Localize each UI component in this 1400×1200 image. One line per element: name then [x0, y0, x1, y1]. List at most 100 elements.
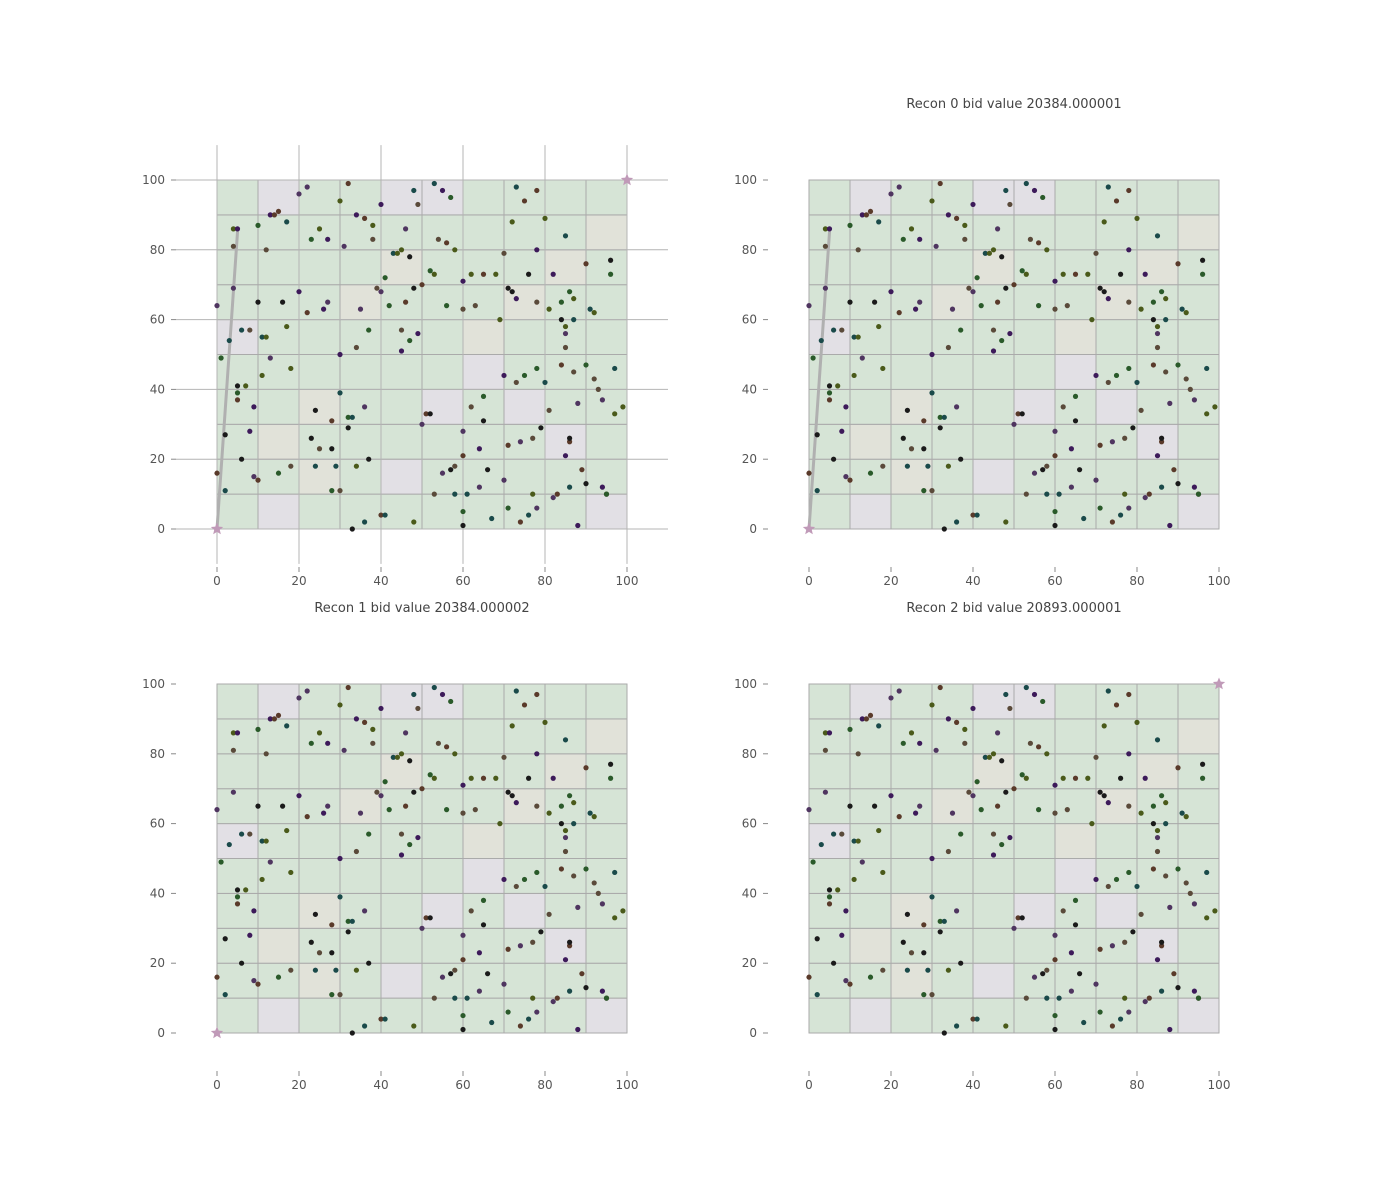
x-tick-label: 60 — [1047, 1078, 1062, 1092]
data-point — [1068, 950, 1074, 956]
data-point — [859, 212, 865, 218]
data-point — [415, 705, 421, 712]
data-point — [1159, 289, 1165, 295]
grid-cell — [585, 718, 628, 755]
grid-cell — [216, 718, 259, 755]
panel-2: Recon 1 bid value 20384.000002 0 20 40 60 80 1… — [142, 601, 638, 1092]
data-point — [431, 271, 437, 277]
data-point — [990, 831, 997, 837]
data-point — [1105, 688, 1111, 694]
data-point — [214, 807, 220, 813]
data-point — [1060, 404, 1066, 410]
data-point — [562, 344, 569, 351]
data-point — [312, 911, 318, 917]
data-point — [460, 782, 466, 788]
data-point — [818, 337, 824, 344]
data-point — [1023, 271, 1029, 277]
data-point — [329, 488, 335, 494]
data-point — [1167, 904, 1173, 910]
data-point — [1142, 775, 1148, 781]
data-point — [933, 243, 939, 249]
grid-cell — [216, 319, 259, 356]
data-point — [1175, 765, 1181, 771]
data-point — [534, 869, 540, 876]
data-point — [259, 876, 265, 883]
grid-cell — [1095, 927, 1138, 964]
start-star-icon — [210, 1026, 224, 1039]
grid-cell — [849, 753, 892, 790]
data-point — [251, 404, 257, 410]
data-point — [575, 400, 581, 406]
data-point — [1072, 775, 1079, 781]
grid-cell — [931, 962, 974, 999]
data-point — [1089, 821, 1095, 827]
data-point — [599, 397, 606, 403]
data-point — [497, 317, 503, 323]
data-point — [464, 995, 470, 1001]
data-point — [826, 887, 833, 893]
data-point — [982, 754, 988, 760]
data-point — [1052, 782, 1058, 788]
data-point — [835, 887, 841, 893]
data-point — [550, 998, 556, 1005]
grid-cell — [462, 753, 505, 790]
data-point — [583, 866, 589, 872]
grid-cell — [1095, 214, 1138, 251]
data-point — [460, 508, 466, 515]
grid-cell — [1013, 997, 1056, 1034]
grid-cell — [380, 788, 423, 825]
data-point — [904, 463, 911, 469]
data-point — [1052, 278, 1058, 284]
grid-cell — [972, 962, 1015, 999]
grid-cell — [585, 997, 628, 1034]
grid-cell — [931, 997, 974, 1034]
data-point — [267, 716, 273, 722]
data-point — [304, 184, 310, 190]
grid-cell — [1177, 962, 1220, 999]
data-point — [917, 803, 923, 809]
grid-cell — [462, 683, 505, 720]
data-point — [925, 967, 931, 973]
grid-cell — [1177, 927, 1220, 964]
data-point — [316, 950, 323, 956]
grid-cell — [380, 892, 423, 929]
x-tick-label: 20 — [883, 574, 898, 588]
data-point — [982, 250, 988, 256]
data-point — [558, 803, 565, 809]
grid-cell — [972, 388, 1015, 425]
grid-cell — [544, 214, 587, 251]
grid-cell — [257, 249, 300, 286]
data-point — [954, 404, 960, 410]
grid-cell — [380, 997, 423, 1034]
data-point — [1187, 386, 1193, 392]
data-point — [1200, 775, 1206, 781]
grid-cell — [1013, 214, 1056, 251]
data-point — [460, 278, 466, 284]
grid-cell — [1136, 458, 1179, 495]
data-point — [378, 705, 384, 712]
data-point — [1044, 247, 1050, 253]
data-point — [880, 463, 886, 469]
data-point — [308, 435, 314, 441]
data-point — [1036, 807, 1042, 813]
data-point — [867, 974, 874, 980]
data-point — [1052, 508, 1058, 515]
data-point — [1126, 365, 1132, 372]
data-point — [941, 414, 947, 420]
data-point — [851, 372, 857, 379]
y-tick-label: 60 — [742, 817, 757, 831]
data-point — [1023, 684, 1029, 691]
data-point — [329, 418, 335, 424]
grid-cell — [890, 388, 933, 425]
data-point — [855, 751, 861, 757]
data-point — [954, 908, 960, 914]
grid-cell — [1013, 319, 1056, 356]
grid-cell — [972, 493, 1015, 530]
grid-cell — [298, 354, 341, 390]
data-point — [1093, 981, 1099, 987]
data-point — [378, 201, 384, 208]
data-point — [1068, 988, 1074, 994]
data-point — [921, 922, 927, 928]
data-point — [941, 526, 947, 532]
data-point — [1023, 775, 1029, 781]
